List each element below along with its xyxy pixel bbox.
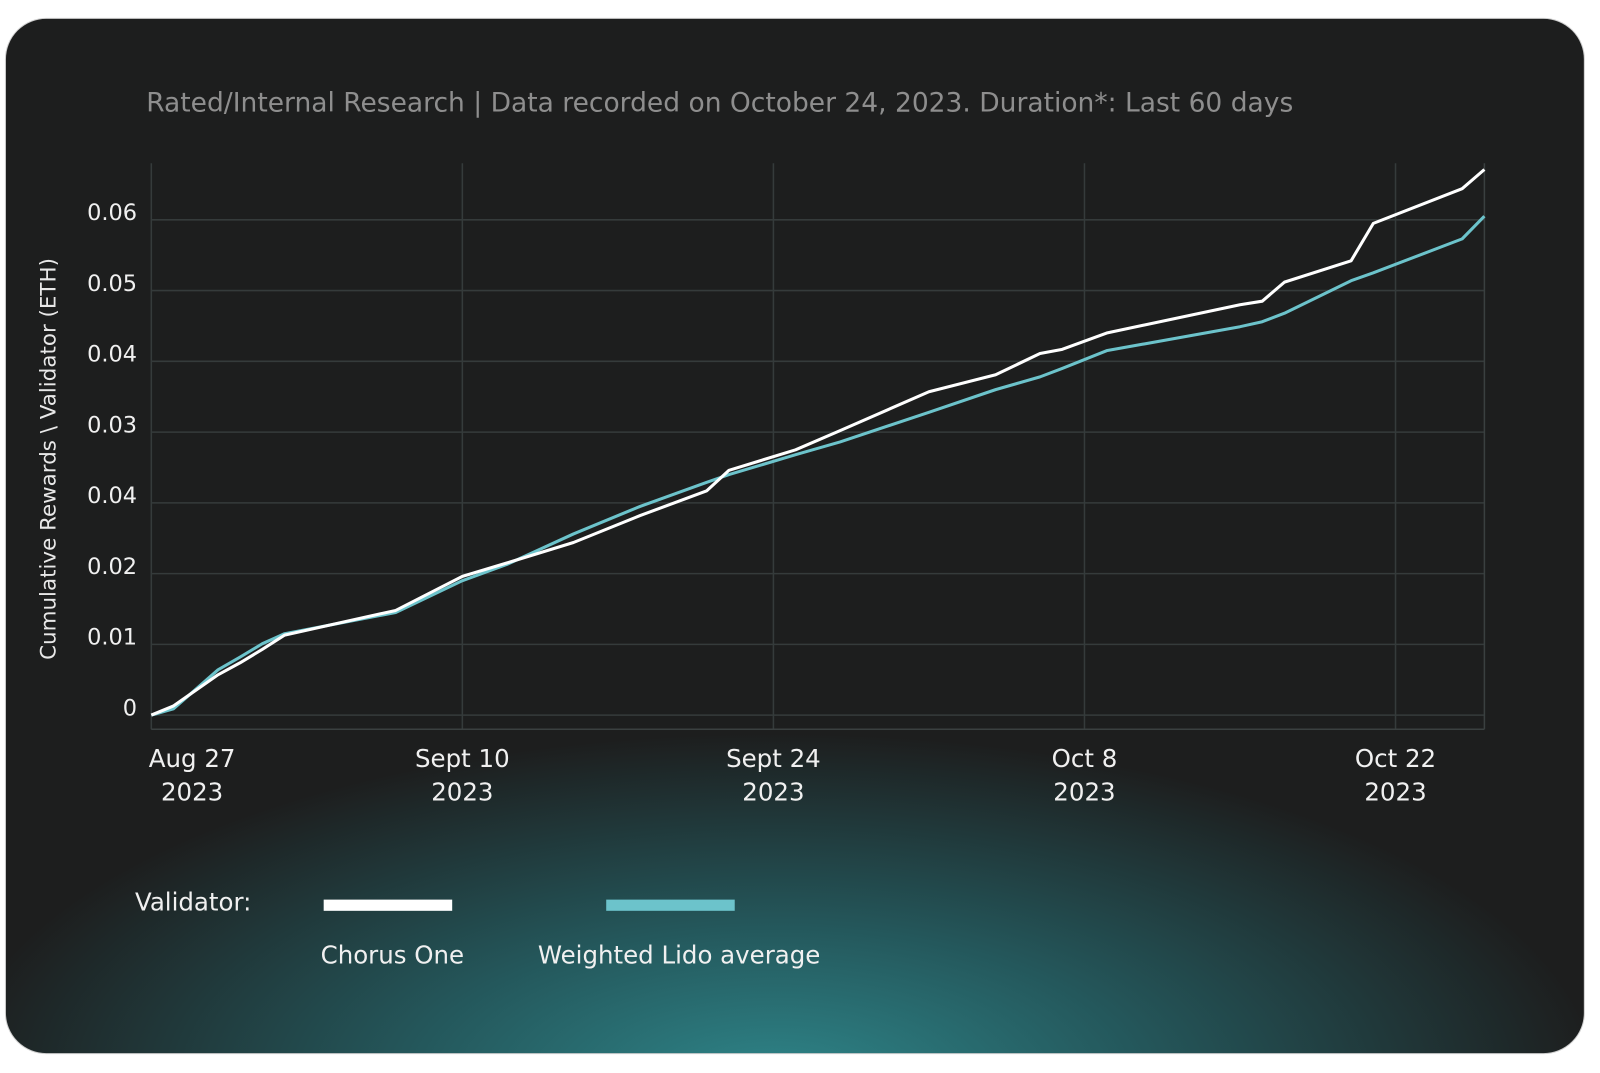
legend-label: Weighted Lido average bbox=[538, 941, 821, 970]
x-tick-label-box: Oct 22 2023 bbox=[1354, 744, 1437, 807]
x-tick-label: Sept 24 2023 bbox=[726, 744, 821, 807]
card bbox=[4, 17, 1585, 1055]
legend-label: Chorus One bbox=[321, 941, 464, 970]
x-tick-label-box: Sept 10 2023 bbox=[415, 744, 510, 807]
x-tick-label-box: Oct 8 2023 bbox=[1051, 744, 1118, 807]
y-tick-label: 0.04 bbox=[87, 483, 137, 509]
y-tick-label: 0 bbox=[123, 696, 137, 722]
series-line bbox=[150, 168, 1486, 717]
x-tick-label: Sept 10 2023 bbox=[415, 744, 510, 807]
x-tick-label-box: Aug 27 2023 bbox=[148, 744, 236, 807]
y-tick-label: 0.02 bbox=[87, 554, 137, 580]
subtitle: Rated/Internal Research | Data recorded … bbox=[146, 88, 1293, 119]
x-tick-label: Oct 8 2023 bbox=[1051, 744, 1118, 807]
y-tick-label: 0.01 bbox=[87, 625, 137, 651]
x-tick-label-box: Sept 24 2023 bbox=[726, 744, 821, 807]
y-axis-label: Cumulative Rewards \ Validator (ETH) bbox=[36, 258, 61, 660]
x-tick-label: Aug 27 2023 bbox=[148, 744, 236, 807]
y-tick-label: 0.06 bbox=[87, 200, 137, 226]
series-line bbox=[150, 215, 1486, 717]
y-tick-label: 0.04 bbox=[87, 342, 137, 368]
legend-swatch bbox=[323, 899, 453, 911]
y-tick-label: 0.03 bbox=[87, 412, 137, 438]
legend-title: Validator: bbox=[135, 888, 251, 917]
legend-swatch bbox=[606, 899, 735, 911]
y-tick-label: 0.05 bbox=[87, 271, 137, 297]
x-tick-label: Oct 22 2023 bbox=[1354, 744, 1437, 807]
